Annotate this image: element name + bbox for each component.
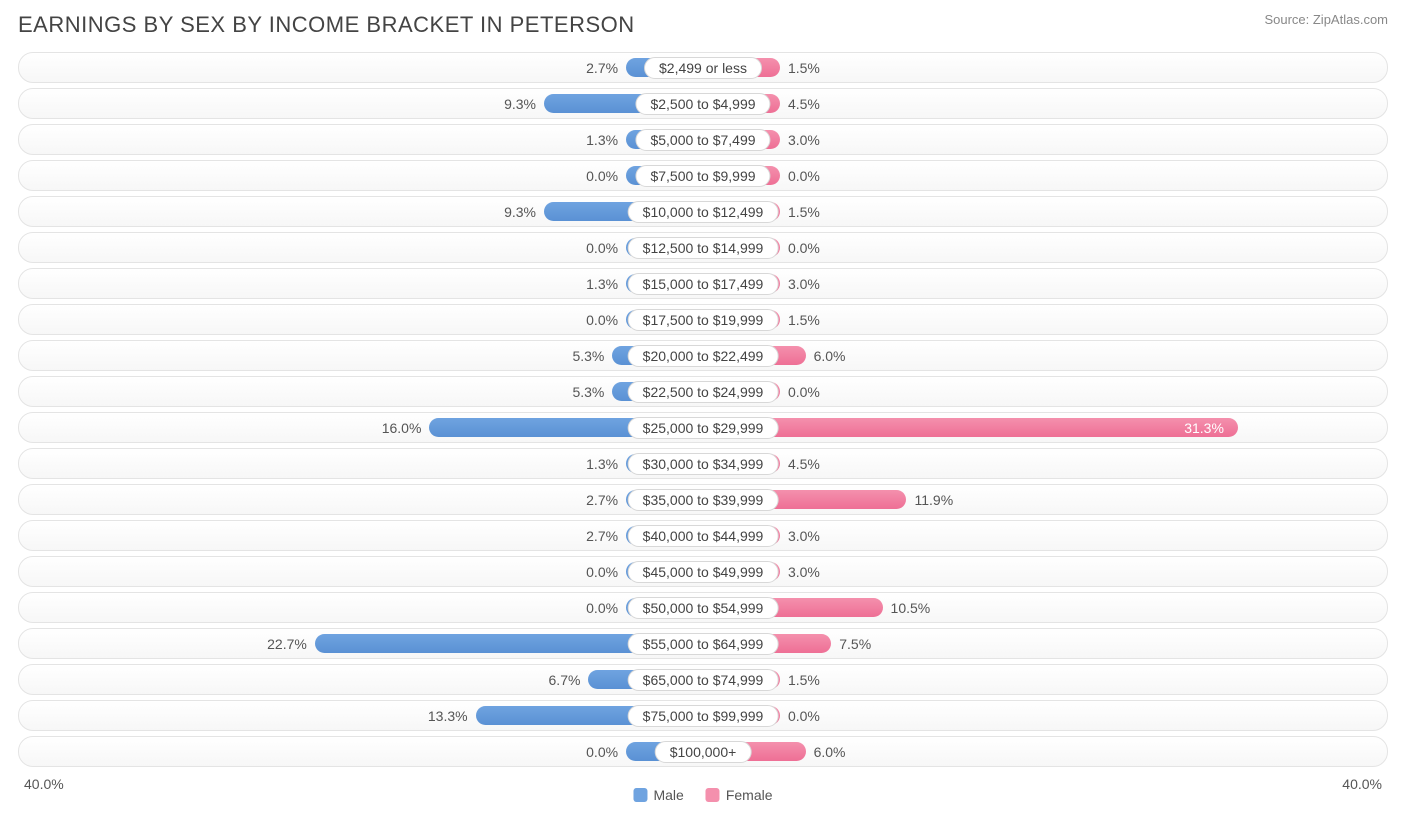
- category-pill: $12,500 to $14,999: [628, 237, 779, 259]
- male-pct-label: 0.0%: [586, 564, 618, 580]
- category-pill: $20,000 to $22,499: [628, 345, 779, 367]
- legend-item-female: Female: [706, 787, 773, 803]
- male-pct-label: 9.3%: [504, 204, 536, 220]
- male-pct-label: 16.0%: [382, 420, 422, 436]
- male-pct-label: 2.7%: [586, 492, 618, 508]
- category-pill: $65,000 to $74,999: [628, 669, 779, 691]
- male-pct-label: 2.7%: [586, 60, 618, 76]
- chart-row: 0.0% 6.0% $100,000+: [18, 736, 1388, 767]
- category-pill: $22,500 to $24,999: [628, 381, 779, 403]
- chart-row: 16.0% 31.3% $25,000 to $29,999: [18, 412, 1388, 443]
- category-pill: $75,000 to $99,999: [628, 705, 779, 727]
- legend-item-male: Male: [633, 787, 683, 803]
- chart-row: 1.3% 4.5% $30,000 to $34,999: [18, 448, 1388, 479]
- category-pill: $2,499 or less: [644, 57, 762, 79]
- female-pct-label: 4.5%: [788, 456, 820, 472]
- chart-row: 5.3% 0.0% $22,500 to $24,999: [18, 376, 1388, 407]
- chart-row: 1.3% 3.0% $5,000 to $7,499: [18, 124, 1388, 155]
- female-pct-label: 3.0%: [788, 564, 820, 580]
- male-pct-label: 9.3%: [504, 96, 536, 112]
- female-pct-label: 6.0%: [814, 348, 846, 364]
- male-pct-label: 1.3%: [586, 132, 618, 148]
- female-pct-label: 11.9%: [914, 492, 953, 508]
- female-pct-label: 0.0%: [788, 240, 820, 256]
- legend: Male Female: [633, 787, 772, 803]
- chart-row: 6.7% 1.5% $65,000 to $74,999: [18, 664, 1388, 695]
- male-pct-label: 0.0%: [586, 240, 618, 256]
- chart-row: 5.3% 6.0% $20,000 to $22,499: [18, 340, 1388, 371]
- category-pill: $5,000 to $7,499: [635, 129, 770, 151]
- male-pct-label: 0.0%: [586, 312, 618, 328]
- chart-row: 13.3% 0.0% $75,000 to $99,999: [18, 700, 1388, 731]
- category-pill: $45,000 to $49,999: [628, 561, 779, 583]
- legend-female-label: Female: [726, 787, 773, 803]
- chart-row: 0.0% 10.5% $50,000 to $54,999: [18, 592, 1388, 623]
- female-pct-label: 1.5%: [788, 672, 820, 688]
- male-pct-label: 0.0%: [586, 168, 618, 184]
- chart-row: 0.0% 0.0% $7,500 to $9,999: [18, 160, 1388, 191]
- category-pill: $35,000 to $39,999: [628, 489, 779, 511]
- female-pct-label: 7.5%: [839, 636, 871, 652]
- male-pct-label: 5.3%: [572, 348, 604, 364]
- chart-row: 0.0% 0.0% $12,500 to $14,999: [18, 232, 1388, 263]
- category-pill: $15,000 to $17,499: [628, 273, 779, 295]
- axis-right-label: 40.0%: [1342, 776, 1382, 792]
- female-pct-label: 0.0%: [788, 708, 820, 724]
- female-pct-label: 3.0%: [788, 276, 820, 292]
- female-pct-label: 0.0%: [788, 168, 820, 184]
- male-swatch-icon: [633, 788, 647, 802]
- male-pct-label: 0.0%: [586, 744, 618, 760]
- category-pill: $55,000 to $64,999: [628, 633, 779, 655]
- female-pct-label: 1.5%: [788, 312, 820, 328]
- chart-title: EARNINGS BY SEX BY INCOME BRACKET IN PET…: [18, 12, 635, 38]
- category-pill: $50,000 to $54,999: [628, 597, 779, 619]
- category-pill: $30,000 to $34,999: [628, 453, 779, 475]
- female-swatch-icon: [706, 788, 720, 802]
- chart-row: 2.7% 11.9% $35,000 to $39,999: [18, 484, 1388, 515]
- source-attribution: Source: ZipAtlas.com: [1264, 12, 1388, 27]
- chart-row: 9.3% 1.5% $10,000 to $12,499: [18, 196, 1388, 227]
- chart-row: 2.7% 3.0% $40,000 to $44,999: [18, 520, 1388, 551]
- male-pct-label: 22.7%: [267, 636, 307, 652]
- female-pct-label: 0.0%: [788, 384, 820, 400]
- female-pct-label: 4.5%: [788, 96, 820, 112]
- chart-row: 0.0% 1.5% $17,500 to $19,999: [18, 304, 1388, 335]
- female-pct-label: 1.5%: [788, 204, 820, 220]
- butterfly-chart: 2.7% 1.5% $2,499 or less 9.3% 4.5% $2,500 to …: [18, 52, 1388, 767]
- category-pill: $25,000 to $29,999: [628, 417, 779, 439]
- header: EARNINGS BY SEX BY INCOME BRACKET IN PET…: [18, 12, 1388, 38]
- legend-male-label: Male: [653, 787, 683, 803]
- category-pill: $7,500 to $9,999: [635, 165, 770, 187]
- female-pct-label: 10.5%: [891, 600, 931, 616]
- chart-row: 9.3% 4.5% $2,500 to $4,999: [18, 88, 1388, 119]
- male-pct-label: 6.7%: [549, 672, 581, 688]
- axis-left-label: 40.0%: [24, 776, 64, 792]
- male-pct-label: 0.0%: [586, 600, 618, 616]
- female-pct-label: 31.3%: [1184, 420, 1224, 436]
- chart-row: 1.3% 3.0% $15,000 to $17,499: [18, 268, 1388, 299]
- male-pct-label: 13.3%: [428, 708, 468, 724]
- chart-row: 22.7% 7.5% $55,000 to $64,999: [18, 628, 1388, 659]
- male-pct-label: 1.3%: [586, 456, 618, 472]
- category-pill: $17,500 to $19,999: [628, 309, 779, 331]
- category-pill: $2,500 to $4,999: [635, 93, 770, 115]
- female-pct-label: 1.5%: [788, 60, 820, 76]
- female-pct-label: 3.0%: [788, 132, 820, 148]
- female-pct-label: 6.0%: [814, 744, 846, 760]
- category-pill: $10,000 to $12,499: [628, 201, 779, 223]
- male-pct-label: 5.3%: [572, 384, 604, 400]
- category-pill: $40,000 to $44,999: [628, 525, 779, 547]
- male-pct-label: 2.7%: [586, 528, 618, 544]
- chart-row: 2.7% 1.5% $2,499 or less: [18, 52, 1388, 83]
- male-pct-label: 1.3%: [586, 276, 618, 292]
- female-bar: [703, 418, 1238, 437]
- chart-row: 0.0% 3.0% $45,000 to $49,999: [18, 556, 1388, 587]
- category-pill: $100,000+: [655, 741, 752, 763]
- female-pct-label: 3.0%: [788, 528, 820, 544]
